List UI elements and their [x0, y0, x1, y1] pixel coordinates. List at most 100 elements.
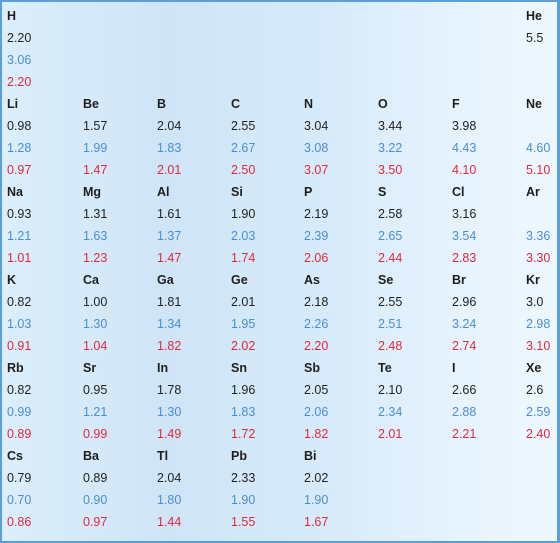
value-mg-scale-3: 1.23 — [83, 251, 108, 265]
value-si-scale-2: 2.03 — [231, 229, 256, 243]
value-i-scale-3: 2.21 — [452, 427, 477, 441]
value-cs-scale-3: 0.86 — [7, 515, 32, 529]
value-c-scale-2: 2.67 — [231, 141, 256, 155]
element-symbol-he: He — [526, 9, 542, 23]
value-c-scale-1: 2.55 — [231, 119, 256, 133]
value-kr-scale-2: 2.98 — [526, 317, 551, 331]
value-ba-scale-3: 0.97 — [83, 515, 108, 529]
value-br-scale-2: 3.24 — [452, 317, 477, 331]
value-se-scale-2: 2.51 — [378, 317, 403, 331]
element-symbol-mg: Mg — [83, 185, 102, 199]
element-symbol-in: In — [157, 361, 169, 375]
value-sr-scale-1: 0.95 — [83, 383, 108, 397]
value-h-scale-1: 2.20 — [7, 31, 32, 45]
element-symbol-cl: Cl — [452, 185, 465, 199]
value-tl-scale-1: 2.04 — [157, 471, 182, 485]
element-symbol-h: H — [7, 9, 17, 23]
value-ga-scale-3: 1.82 — [157, 339, 182, 353]
value-bi-scale-3: 1.67 — [304, 515, 329, 529]
value-n-scale-1: 3.04 — [304, 119, 329, 133]
value-c-scale-3: 2.50 — [231, 163, 256, 177]
value-f-scale-1: 3.98 — [452, 119, 477, 133]
value-ge-scale-2: 1.95 — [231, 317, 256, 331]
value-na-scale-3: 1.01 — [7, 251, 32, 265]
value-sn-scale-2: 1.83 — [231, 405, 256, 419]
value-te-scale-1: 2.10 — [378, 383, 403, 397]
value-li-scale-1: 0.98 — [7, 119, 32, 133]
element-symbol-f: F — [452, 97, 460, 111]
element-symbol-p: P — [304, 185, 313, 199]
element-symbol-k: K — [7, 273, 17, 287]
element-symbol-tl: Tl — [157, 449, 169, 463]
value-kr-scale-1: 3.0 — [526, 295, 544, 309]
value-te-scale-2: 2.34 — [378, 405, 403, 419]
value-cl-scale-2: 3.54 — [452, 229, 477, 243]
element-symbol-ge: Ge — [231, 273, 248, 287]
value-ba-scale-2: 0.90 — [83, 493, 108, 507]
value-f-scale-3: 4.10 — [452, 163, 477, 177]
value-in-scale-3: 1.49 — [157, 427, 182, 441]
value-o-scale-2: 3.22 — [378, 141, 403, 155]
value-o-scale-3: 3.50 — [378, 163, 403, 177]
element-symbol-ga: Ga — [157, 273, 174, 287]
element-symbol-rb: Rb — [7, 361, 24, 375]
value-br-scale-3: 2.74 — [452, 339, 477, 353]
element-symbol-ca: Ca — [83, 273, 99, 287]
value-as-scale-2: 2.26 — [304, 317, 329, 331]
value-si-scale-3: 1.74 — [231, 251, 256, 265]
value-k-scale-3: 0.91 — [7, 339, 32, 353]
element-symbol-si: Si — [231, 185, 243, 199]
value-i-scale-2: 2.88 — [452, 405, 477, 419]
value-be-scale-1: 1.57 — [83, 119, 108, 133]
element-symbol-sr: Sr — [83, 361, 97, 375]
value-be-scale-2: 1.99 — [83, 141, 108, 155]
element-symbol-pb: Pb — [231, 449, 247, 463]
value-s-scale-3: 2.44 — [378, 251, 403, 265]
value-as-scale-3: 2.20 — [304, 339, 329, 353]
value-pb-scale-3: 1.55 — [231, 515, 256, 529]
value-bi-scale-1: 2.02 — [304, 471, 329, 485]
value-tl-scale-2: 1.80 — [157, 493, 182, 507]
value-i-scale-1: 2.66 — [452, 383, 477, 397]
value-se-scale-1: 2.55 — [378, 295, 403, 309]
element-symbol-te: Te — [378, 361, 392, 375]
value-bi-scale-2: 1.90 — [304, 493, 329, 507]
value-sb-scale-3: 1.82 — [304, 427, 329, 441]
value-pb-scale-1: 2.33 — [231, 471, 256, 485]
value-ne-scale-2: 4.60 — [526, 141, 551, 155]
value-mg-scale-1: 1.31 — [83, 207, 108, 221]
value-sb-scale-1: 2.05 — [304, 383, 329, 397]
element-symbol-o: O — [378, 97, 388, 111]
value-k-scale-2: 1.03 — [7, 317, 32, 331]
value-ga-scale-2: 1.34 — [157, 317, 182, 331]
value-si-scale-1: 1.90 — [231, 207, 256, 221]
element-symbol-li: Li — [7, 97, 19, 111]
value-ge-scale-3: 2.02 — [231, 339, 256, 353]
value-xe-scale-2: 2.59 — [526, 405, 551, 419]
value-cs-scale-1: 0.79 — [7, 471, 32, 485]
element-symbol-be: Be — [83, 97, 99, 111]
element-symbol-kr: Kr — [526, 273, 540, 287]
value-rb-scale-2: 0.99 — [7, 405, 32, 419]
value-se-scale-3: 2.48 — [378, 339, 403, 353]
value-ne-scale-3: 5.10 — [526, 163, 551, 177]
value-p-scale-2: 2.39 — [304, 229, 329, 243]
value-ca-scale-3: 1.04 — [83, 339, 108, 353]
element-symbol-s: S — [378, 185, 387, 199]
value-cs-scale-2: 0.70 — [7, 493, 32, 507]
value-ga-scale-1: 1.81 — [157, 295, 182, 309]
value-in-scale-2: 1.30 — [157, 405, 182, 419]
value-k-scale-1: 0.82 — [7, 295, 32, 309]
value-xe-scale-3: 2.40 — [526, 427, 551, 441]
element-symbol-al: Al — [157, 185, 170, 199]
value-ge-scale-1: 2.01 — [231, 295, 256, 309]
value-rb-scale-1: 0.82 — [7, 383, 32, 397]
value-be-scale-3: 1.47 — [83, 163, 108, 177]
element-symbol-se: Se — [378, 273, 394, 287]
value-p-scale-3: 2.06 — [304, 251, 329, 265]
value-br-scale-1: 2.96 — [452, 295, 477, 309]
value-b-scale-2: 1.83 — [157, 141, 182, 155]
element-symbol-bi: Bi — [304, 449, 317, 463]
value-n-scale-3: 3.07 — [304, 163, 329, 177]
